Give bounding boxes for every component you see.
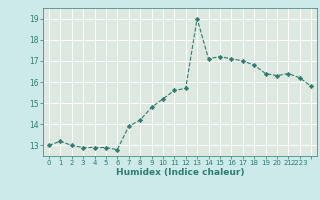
- X-axis label: Humidex (Indice chaleur): Humidex (Indice chaleur): [116, 168, 244, 177]
